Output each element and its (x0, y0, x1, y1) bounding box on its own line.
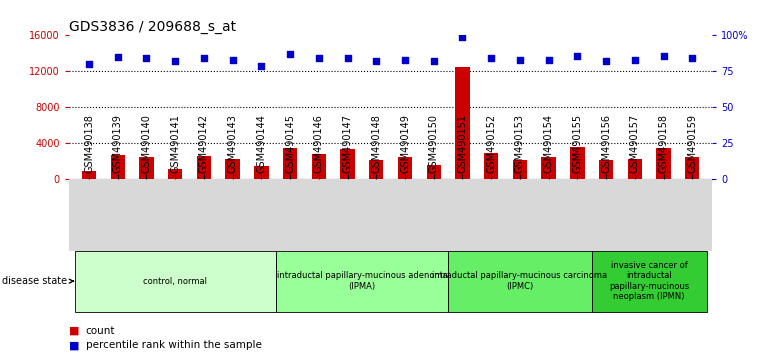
Bar (484, 153, 499, 179)
Bar (599, 160, 614, 179)
Bar (110, 155, 125, 179)
Text: intraductal papillary-mucinous adenoma
(IPMA): intraductal papillary-mucinous adenoma (… (277, 272, 447, 291)
Point (140, 56, 152, 61)
Text: disease state: disease state (2, 276, 74, 286)
Bar (276, 251, 448, 312)
Bar (455, 67, 470, 179)
Point (542, 57, 555, 63)
Text: ■: ■ (69, 326, 80, 336)
Bar (656, 148, 671, 179)
Point (399, 57, 411, 63)
Bar (427, 165, 441, 179)
Point (629, 57, 641, 63)
Bar (592, 251, 706, 312)
Point (227, 57, 239, 63)
Bar (448, 251, 592, 312)
Point (169, 58, 182, 64)
Bar (197, 156, 211, 179)
Point (313, 56, 325, 61)
Point (370, 58, 382, 64)
Bar (369, 160, 384, 179)
Point (457, 34, 469, 40)
Point (198, 56, 210, 61)
Point (342, 56, 354, 61)
Text: control, normal: control, normal (143, 276, 208, 286)
Point (600, 58, 612, 64)
Point (112, 54, 124, 60)
Bar (398, 158, 412, 179)
Bar (254, 166, 269, 179)
Point (427, 58, 440, 64)
Bar (75, 251, 276, 312)
Text: percentile rank within the sample: percentile rank within the sample (86, 340, 262, 350)
Bar (82, 171, 97, 179)
Point (657, 53, 669, 58)
Point (571, 53, 584, 58)
Point (284, 51, 296, 57)
Text: ■: ■ (69, 340, 80, 350)
Bar (312, 154, 326, 179)
Bar (225, 159, 240, 179)
Point (514, 57, 526, 63)
Bar (168, 169, 182, 179)
Bar (340, 149, 355, 179)
Bar (542, 156, 556, 179)
Point (686, 56, 699, 61)
Bar (627, 159, 642, 179)
Text: GDS3836 / 209688_s_at: GDS3836 / 209688_s_at (69, 21, 236, 34)
Bar (685, 156, 699, 179)
Text: intraductal papillary-mucinous carcinoma
(IPMC): intraductal papillary-mucinous carcinoma… (432, 272, 607, 291)
Bar (283, 148, 297, 179)
Text: invasive cancer of
intraductal
papillary-mucinous
neoplasm (IPMN): invasive cancer of intraductal papillary… (609, 261, 689, 301)
Bar (139, 156, 154, 179)
Text: count: count (86, 326, 116, 336)
Point (485, 56, 497, 61)
Bar (570, 147, 584, 179)
Point (255, 63, 267, 68)
Bar (512, 160, 527, 179)
Point (83, 61, 95, 67)
